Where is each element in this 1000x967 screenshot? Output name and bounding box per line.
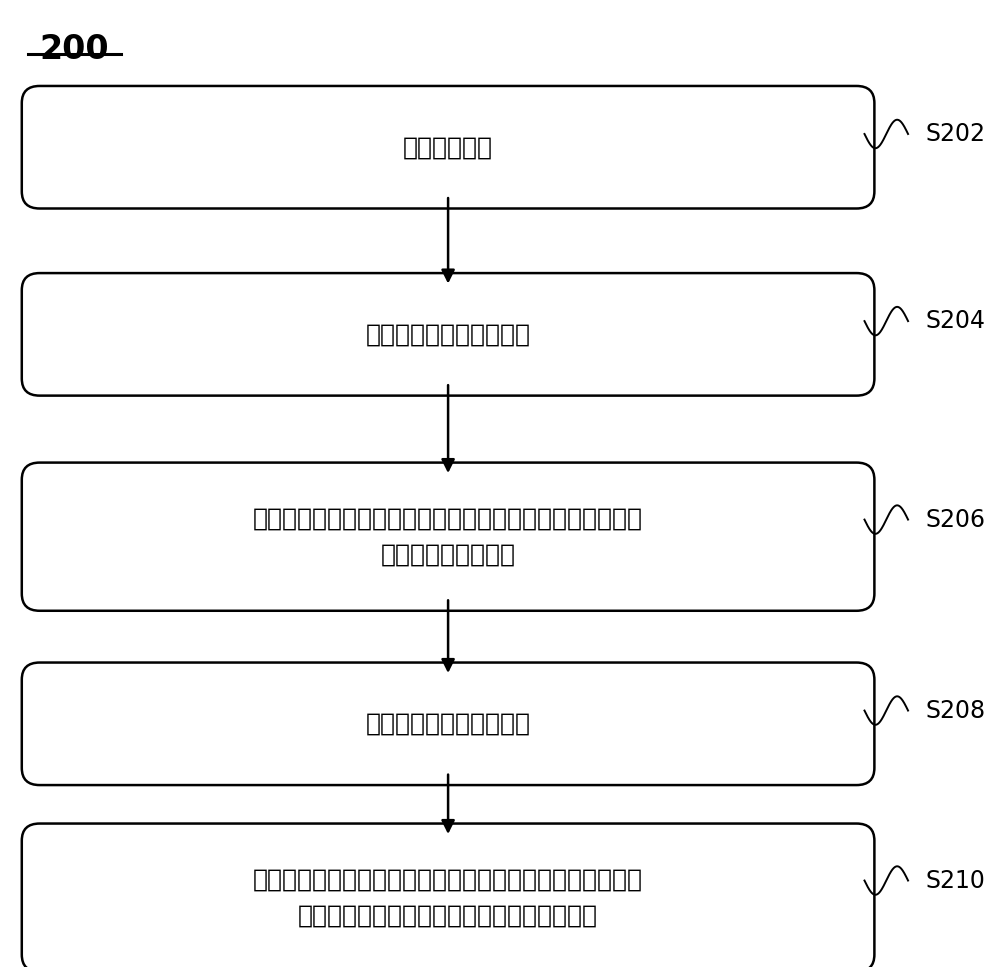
Text: S204: S204 <box>926 309 986 333</box>
Text: S206: S206 <box>926 508 986 532</box>
FancyBboxPatch shape <box>22 662 874 785</box>
FancyBboxPatch shape <box>22 462 874 611</box>
Text: 利用大语言模型对输入音频的嵌入表示和输入文本的嵌入表
示进行处理，以得到用于输入数据的预测结果: 利用大语言模型对输入音频的嵌入表示和输入文本的嵌入表 示进行处理，以得到用于输入… <box>253 868 643 927</box>
FancyBboxPatch shape <box>22 824 874 967</box>
Text: 确定输入音频的频谱特征: 确定输入音频的频谱特征 <box>366 322 531 346</box>
Text: 接收输入数据: 接收输入数据 <box>403 135 493 160</box>
Text: S202: S202 <box>926 122 986 146</box>
FancyBboxPatch shape <box>22 273 874 396</box>
Text: S208: S208 <box>926 698 986 722</box>
Text: 确定输入文本的嵌入表示: 确定输入文本的嵌入表示 <box>366 712 531 736</box>
Text: 利用映射层对频谱特征进行映射，以得到用于大语言模型的
输入音频的嵌入表示: 利用映射层对频谱特征进行映射，以得到用于大语言模型的 输入音频的嵌入表示 <box>253 507 643 567</box>
FancyBboxPatch shape <box>22 86 874 209</box>
Text: 200: 200 <box>39 33 109 67</box>
Text: S210: S210 <box>926 868 986 893</box>
